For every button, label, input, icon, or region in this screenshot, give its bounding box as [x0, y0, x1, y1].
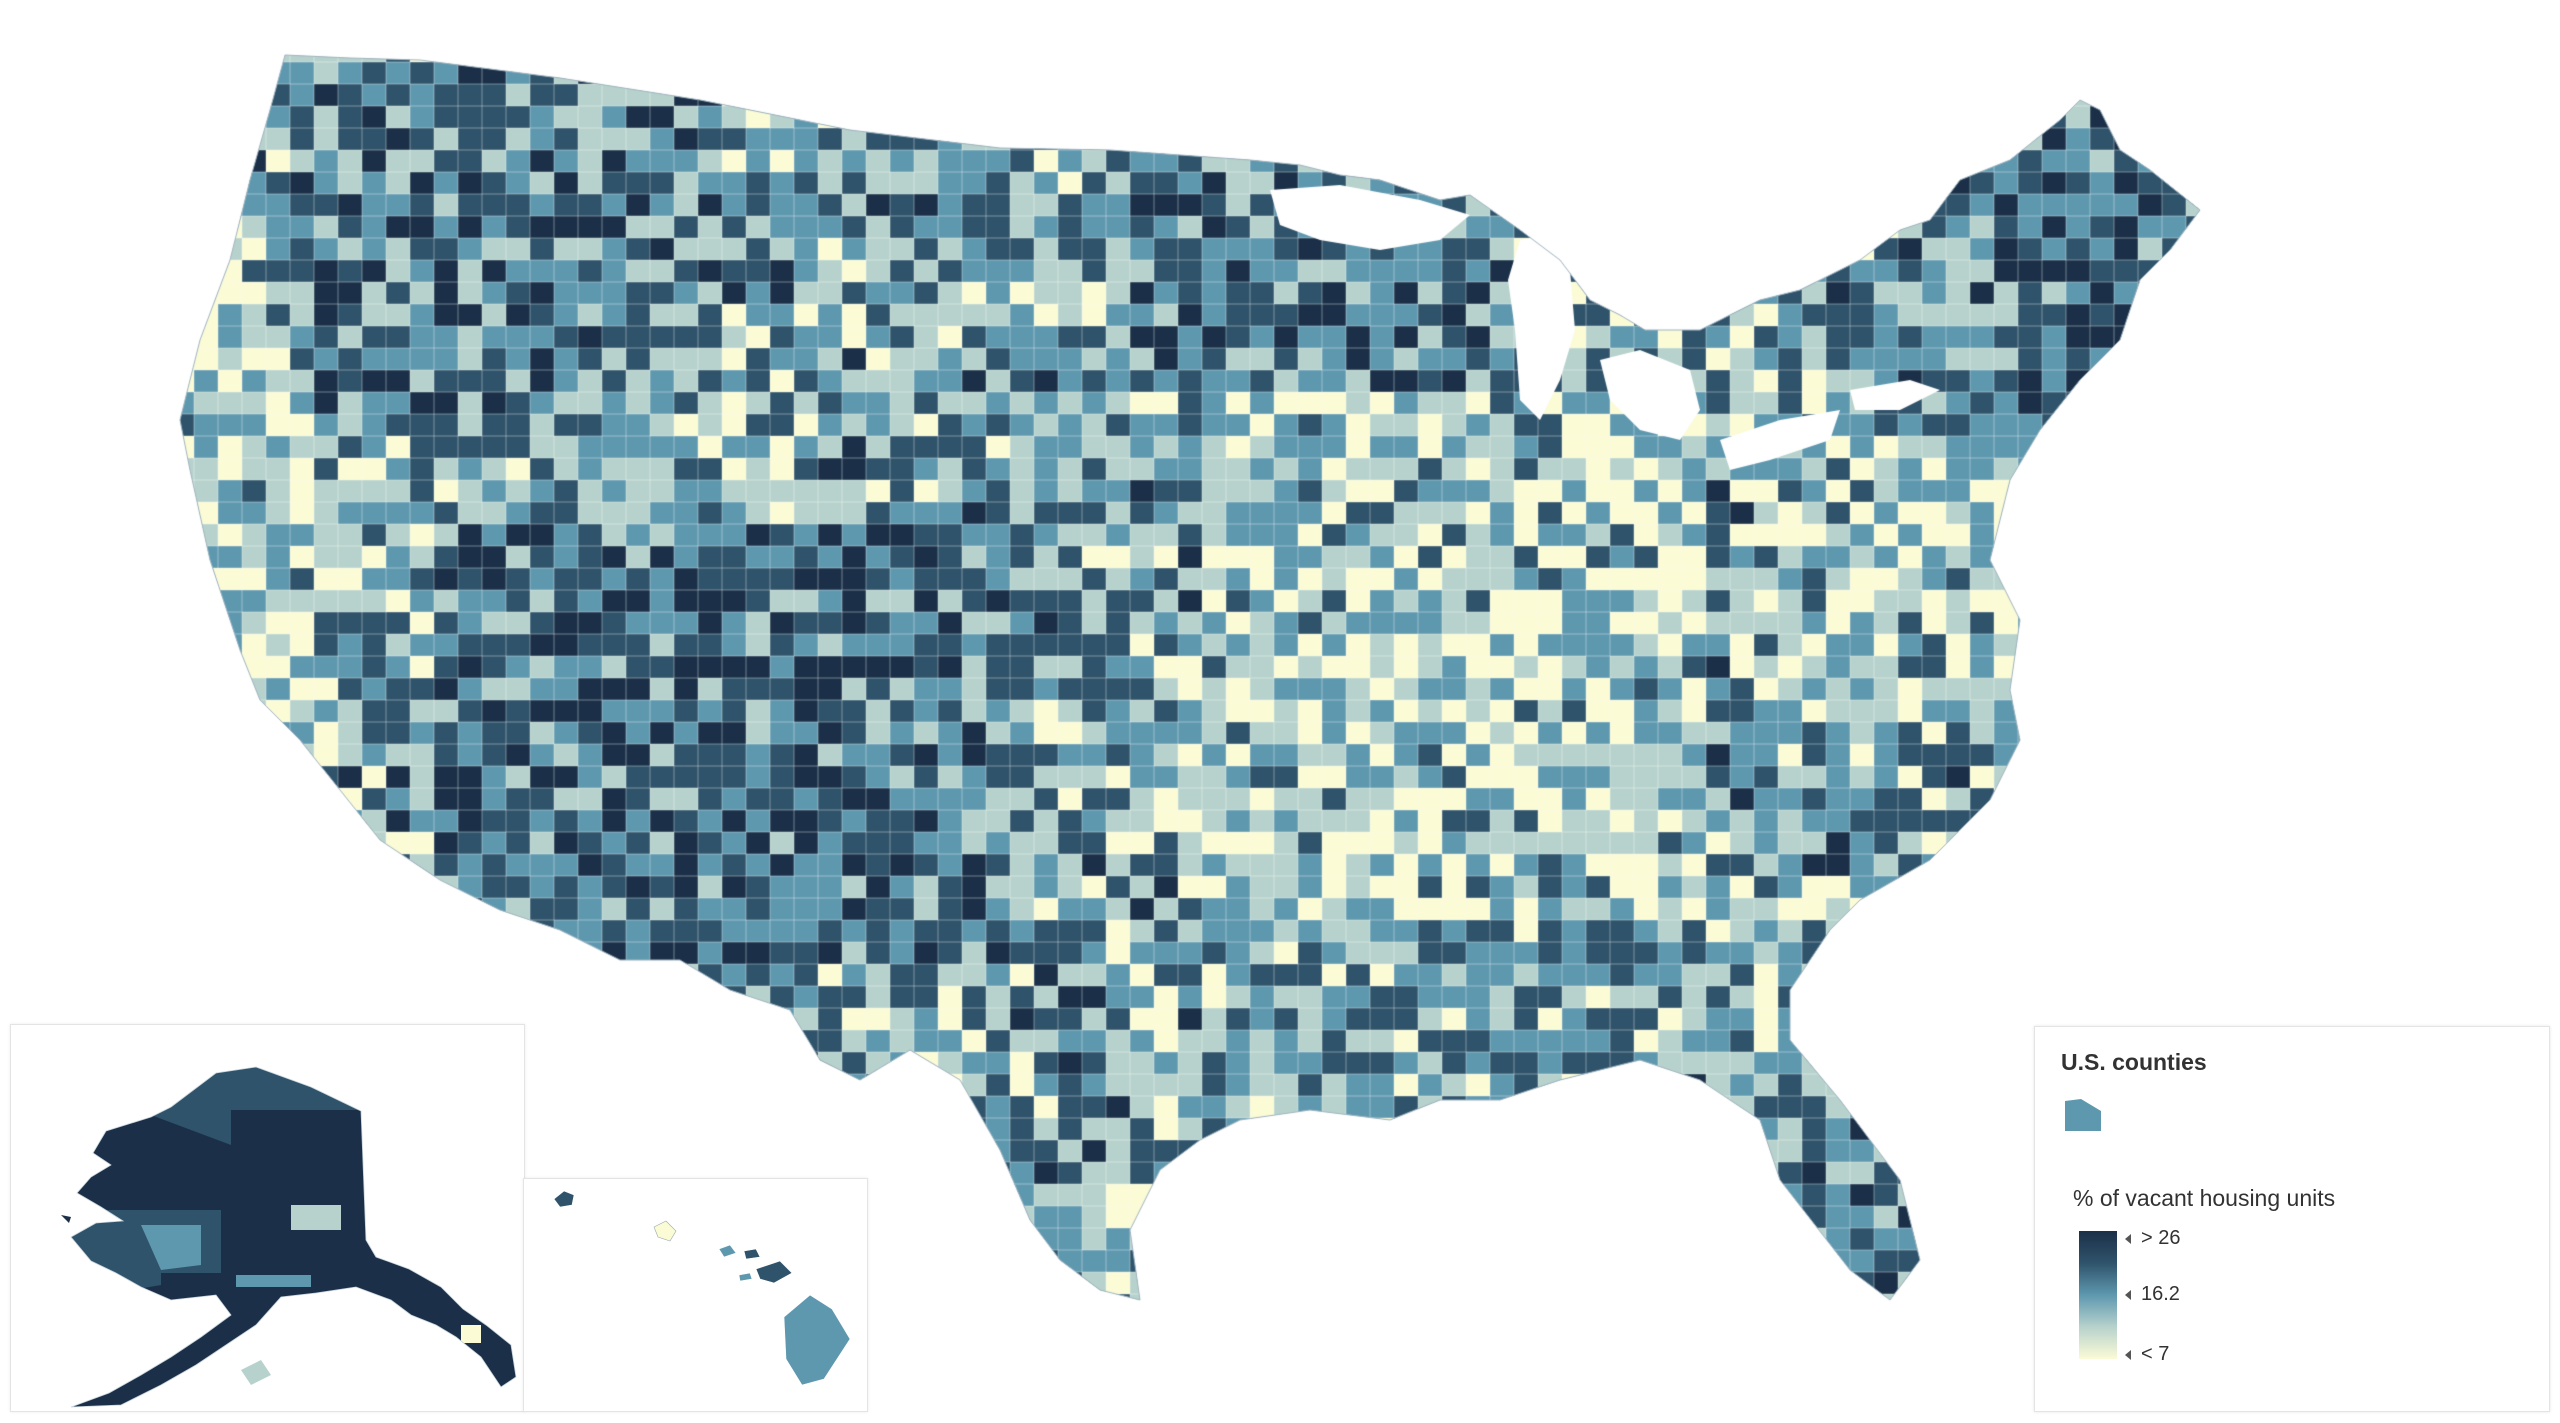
ramp-max-text: > 26: [2141, 1227, 2181, 1249]
polygon-icon: [2065, 1099, 2101, 1131]
ramp-mid-label: 16.2: [2125, 1283, 2180, 1306]
triangle-left-icon: [2125, 1349, 2131, 1360]
ramp-max-label: > 26: [2125, 1227, 2180, 1250]
alaska-inset-map[interactable]: [10, 1024, 525, 1412]
ramp-min-label: < 7: [2125, 1343, 2169, 1366]
legend-field-title: % of vacant housing units: [2073, 1185, 2336, 1211]
color-ramp: [2079, 1231, 2117, 1359]
legend-layer-title: U.S. counties: [2061, 1049, 2207, 1075]
map-legend: U.S. counties % of vacant housing units …: [2034, 1026, 2550, 1412]
ramp-mid-text: 16.2: [2141, 1283, 2180, 1305]
hawaii-inset-map[interactable]: [523, 1178, 868, 1412]
triangle-left-icon: [2125, 1233, 2131, 1244]
triangle-left-icon: [2125, 1289, 2131, 1300]
ramp-min-text: < 7: [2141, 1343, 2170, 1365]
